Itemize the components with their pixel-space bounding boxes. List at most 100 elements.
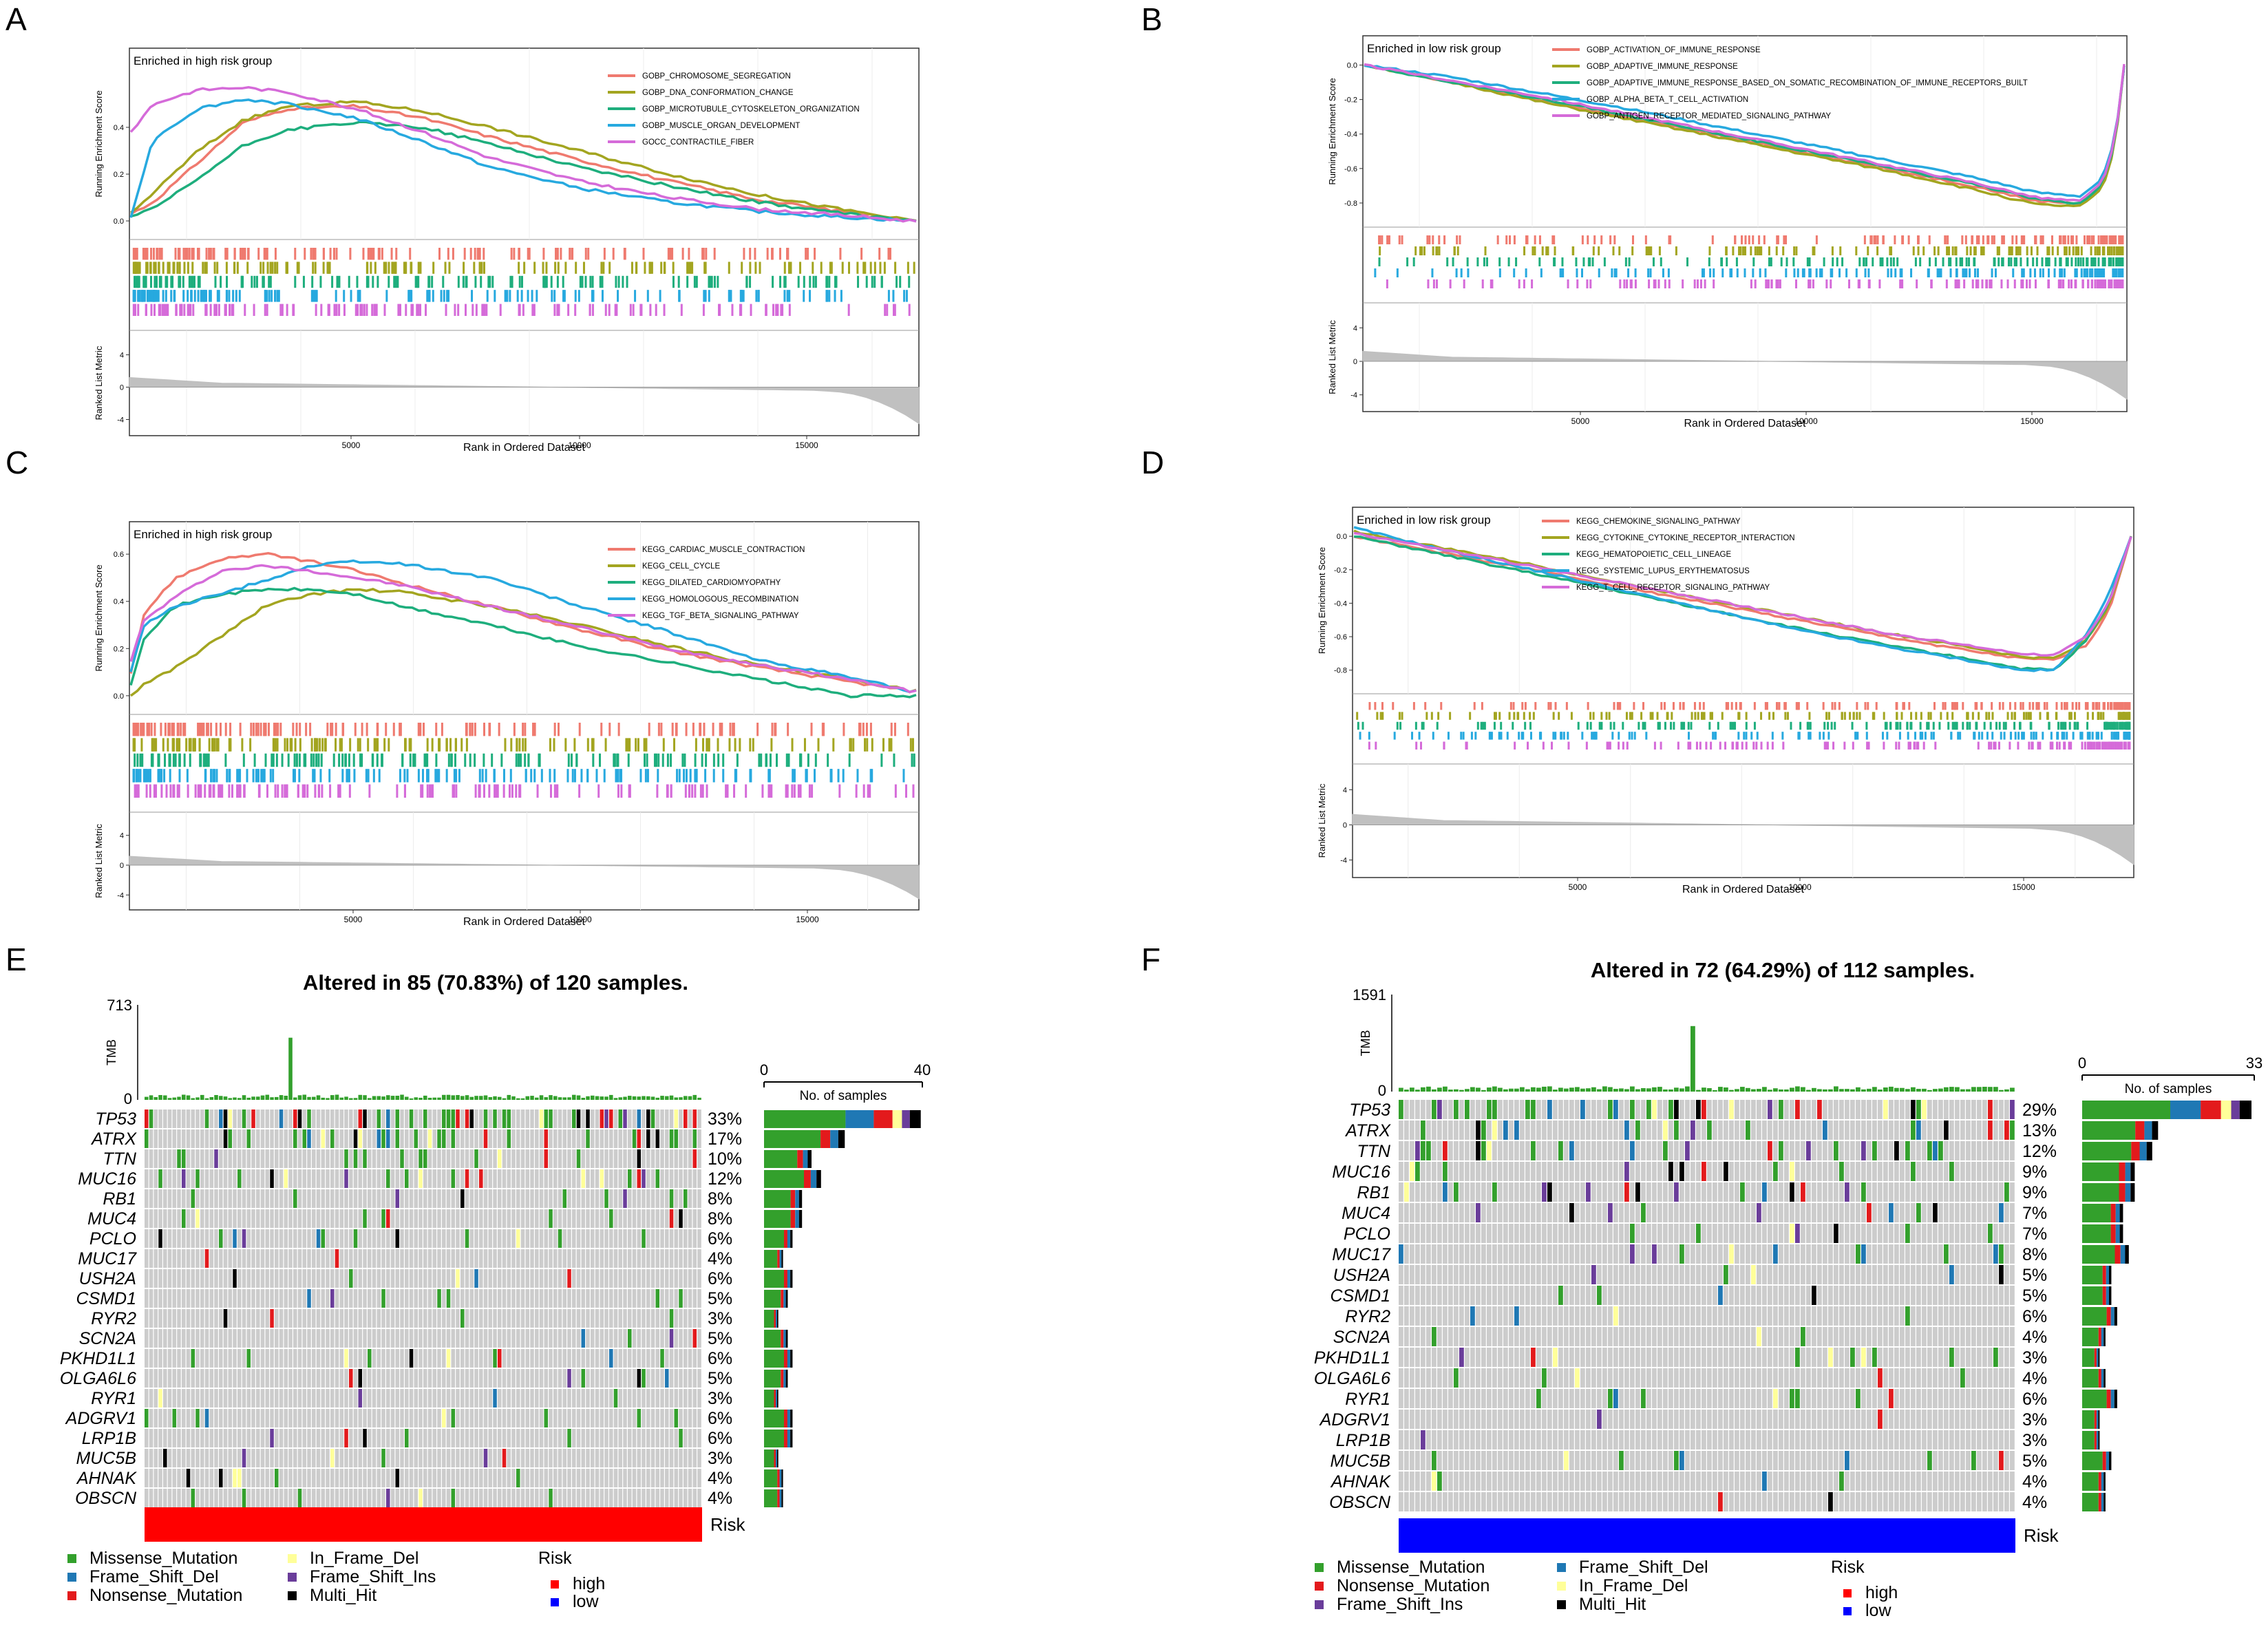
mutation-cell xyxy=(567,1389,571,1408)
mutation-cell xyxy=(650,1249,655,1268)
mutation-cell xyxy=(539,1129,544,1148)
gene-count-bar xyxy=(764,1230,793,1248)
mutation-cell xyxy=(437,1269,441,1288)
mutation-cell xyxy=(386,1129,390,1148)
mutation-cell xyxy=(479,1129,483,1148)
mutation-cell xyxy=(479,1169,483,1188)
mutation-cell xyxy=(265,1329,270,1348)
mutation-cell xyxy=(223,1289,228,1308)
mutation-cell xyxy=(427,1269,432,1288)
mutation-cell xyxy=(679,1369,683,1388)
mutation-cell xyxy=(446,1169,451,1188)
mutation-cell xyxy=(316,1369,321,1388)
mutation-cell xyxy=(679,1329,683,1348)
mutation-cell xyxy=(219,1329,223,1348)
mutation-cell xyxy=(321,1269,326,1288)
mutation-cell xyxy=(544,1269,549,1288)
mutation-cell xyxy=(326,1229,330,1248)
gene-percent: 6% xyxy=(708,1349,732,1368)
mutation-cell xyxy=(372,1369,377,1388)
mutation-cell xyxy=(683,1249,688,1268)
mutation-cell xyxy=(683,1129,688,1148)
mutation-cell xyxy=(377,1229,381,1248)
mutation-cell xyxy=(628,1269,632,1288)
mutation-cell xyxy=(284,1109,288,1128)
mutation-cell xyxy=(520,1369,525,1388)
mutation-cell xyxy=(377,1209,381,1228)
mutation-cell xyxy=(251,1389,255,1408)
tmb-min: 0 xyxy=(124,1090,132,1107)
mutation-cell xyxy=(405,1109,409,1128)
mutation-cell xyxy=(442,1309,446,1328)
mutation-cell xyxy=(488,1309,493,1328)
mutation-cell xyxy=(372,1389,377,1408)
mutation-cell xyxy=(558,1289,562,1308)
mutation-cell xyxy=(297,1349,302,1368)
mutation-cell xyxy=(609,1369,613,1388)
mutation-cell xyxy=(525,1209,530,1228)
mutation-cell xyxy=(209,1149,214,1168)
mutation-cell xyxy=(642,1109,646,1128)
mutation-cell xyxy=(446,1309,451,1328)
legend-label: GOBP_ANTIGEN_RECEPTOR_MEDIATED_SIGNALING… xyxy=(1587,112,1831,120)
mutation-cell xyxy=(679,1249,683,1268)
mutation-cell xyxy=(697,1349,701,1368)
mutation-cell xyxy=(418,1309,423,1328)
bar-segment-missense xyxy=(764,1210,791,1228)
mutation-cell xyxy=(204,1269,209,1288)
mutation-cell xyxy=(242,1109,246,1128)
mutation-cell xyxy=(697,1189,701,1208)
mutation-cell xyxy=(409,1149,414,1168)
mutation-cell xyxy=(275,1229,279,1248)
mutation-cell xyxy=(307,1369,311,1388)
y-tick-label: 0.6 xyxy=(114,551,124,559)
mutation-cell xyxy=(326,1129,330,1148)
mutation-cell xyxy=(182,1269,186,1288)
mutation-cell xyxy=(525,1329,530,1348)
mutation-cell xyxy=(297,1329,302,1348)
mutation-cell xyxy=(353,1169,358,1188)
mutation-cell xyxy=(358,1129,363,1148)
mutation-cell xyxy=(191,1369,195,1388)
mutation-cell xyxy=(344,1169,348,1188)
mutation-cell xyxy=(576,1309,581,1328)
mutation-cell xyxy=(339,1349,344,1368)
mutation-cell xyxy=(460,1169,465,1188)
mutation-cell xyxy=(219,1209,223,1228)
mutation-cell xyxy=(576,1189,581,1208)
mutation-cell xyxy=(339,1129,344,1148)
mutation-cell xyxy=(539,1289,544,1308)
mutation-cell xyxy=(539,1209,544,1228)
mutation-cell xyxy=(358,1149,363,1168)
mutation-cell xyxy=(279,1189,284,1208)
legend-label: KEGG_HOMOLOGOUS_RECOMBINATION xyxy=(642,595,798,604)
mutation-cell xyxy=(465,1369,469,1388)
mutation-cell xyxy=(279,1149,284,1168)
mutation-cell xyxy=(209,1229,214,1248)
mutation-cell xyxy=(167,1229,172,1248)
mutation-cell xyxy=(390,1309,395,1328)
mutation-cell xyxy=(339,1109,344,1128)
bar-segment-multi_hit xyxy=(785,1290,788,1308)
mutation-cell xyxy=(204,1289,209,1308)
mutation-cell xyxy=(456,1389,460,1408)
mutation-cell xyxy=(469,1109,474,1128)
mutation-cell xyxy=(363,1309,367,1328)
mutation-cell xyxy=(493,1109,497,1128)
mutation-cell xyxy=(483,1289,488,1308)
mutation-cell xyxy=(646,1349,650,1368)
mutation-cell xyxy=(465,1169,469,1188)
mutation-cell xyxy=(600,1249,604,1268)
mutation-cell xyxy=(446,1369,451,1388)
mutation-cell xyxy=(679,1269,683,1288)
mutation-cell xyxy=(553,1389,558,1408)
mutation-cell xyxy=(432,1109,437,1128)
bar-segment-missense xyxy=(764,1250,778,1268)
mutation-cell xyxy=(488,1389,493,1408)
mutation-cell xyxy=(423,1269,427,1288)
mutation-cell xyxy=(256,1269,260,1288)
mutation-cell xyxy=(186,1229,191,1248)
mutation-cell xyxy=(233,1289,237,1308)
mutation-cell xyxy=(321,1189,326,1208)
gene-label: OLGA6L6 xyxy=(60,1369,136,1388)
